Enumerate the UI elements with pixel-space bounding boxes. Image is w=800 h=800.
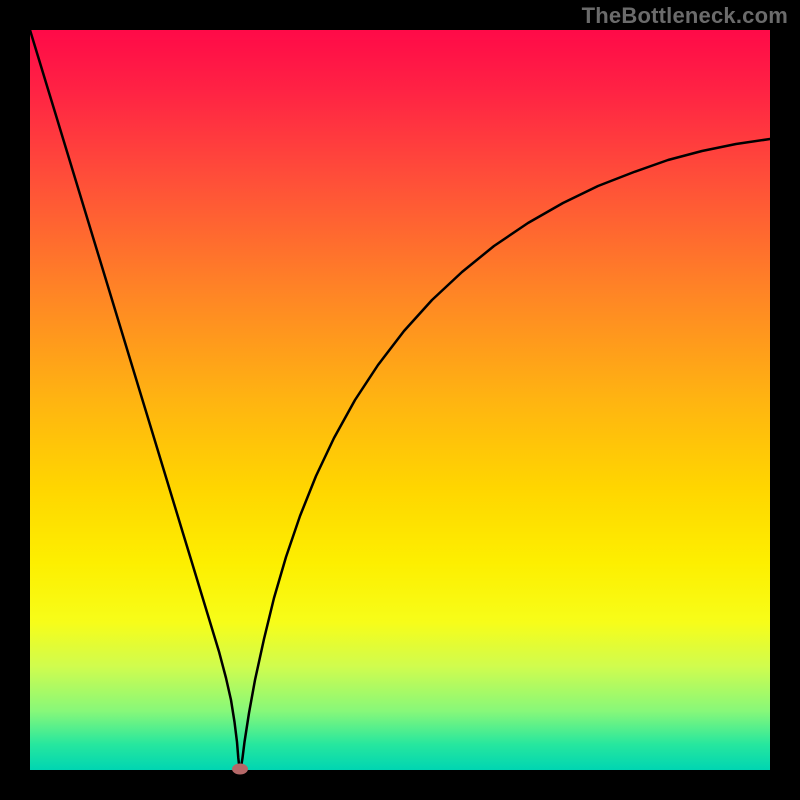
plot-area <box>30 30 770 770</box>
chart-root: TheBottleneck.com <box>0 0 800 800</box>
attribution-text: TheBottleneck.com <box>582 3 788 29</box>
minimum-marker <box>232 764 248 775</box>
bottleneck-chart-svg <box>0 0 800 800</box>
